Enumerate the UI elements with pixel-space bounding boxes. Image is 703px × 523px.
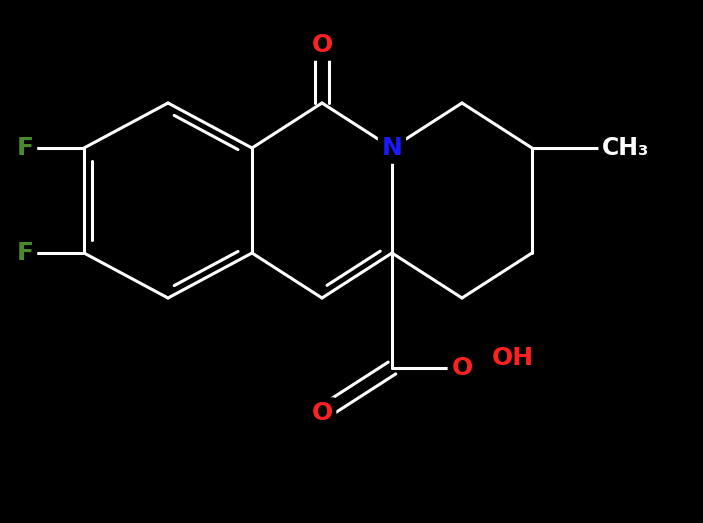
Text: CH₃: CH₃ bbox=[602, 136, 650, 160]
Text: OH: OH bbox=[492, 346, 534, 370]
Text: O: O bbox=[311, 33, 333, 57]
Text: O: O bbox=[451, 356, 472, 380]
Text: O: O bbox=[311, 401, 333, 425]
Text: F: F bbox=[16, 136, 34, 160]
Text: F: F bbox=[16, 241, 34, 265]
Text: N: N bbox=[382, 136, 402, 160]
